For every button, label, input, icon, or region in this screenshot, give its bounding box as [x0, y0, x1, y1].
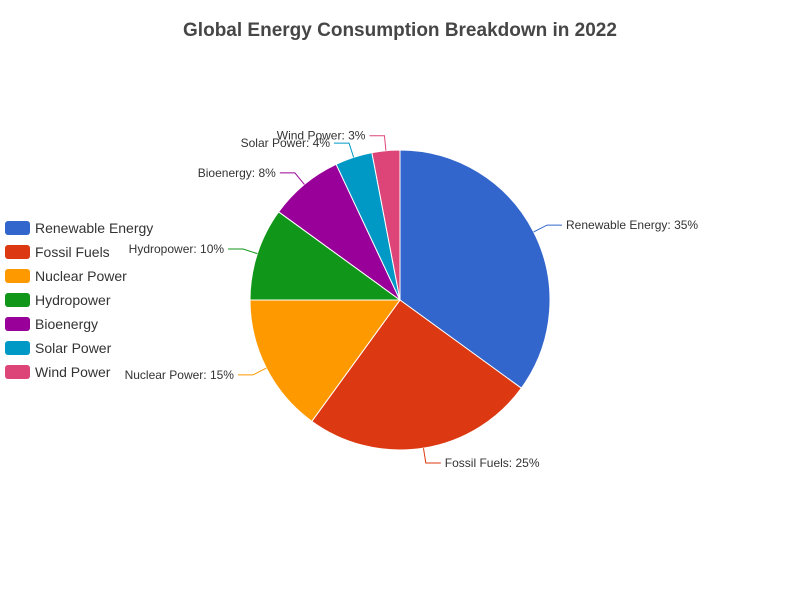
slice-labels: Renewable Energy: 35% Fossil Fuels: 25% Nu…: [125, 129, 699, 470]
legend-swatch: [5, 269, 30, 283]
pie-slices: [249, 149, 551, 451]
legend-label: Renewable Energy: [35, 220, 154, 236]
legend-item-renewable-energy[interactable]: Renewable Energy: [5, 216, 153, 240]
legend-item-fossil-fuels[interactable]: Fossil Fuels: [5, 240, 153, 264]
legend-label: Fossil Fuels: [35, 244, 110, 260]
legend-label: Hydropower: [35, 292, 111, 308]
slice-label-hydropower: Hydropower: 10%: [129, 242, 225, 256]
slice-renewable-energy[interactable]: [399, 149, 551, 389]
legend-swatch: [5, 221, 30, 235]
chart-title: Global Energy Consumption Breakdown in 2…: [183, 20, 617, 41]
leader-line-nuclear-power: [237, 367, 267, 376]
leader-line-fossil-fuels: [422, 448, 441, 464]
legend-item-solar-power[interactable]: Solar Power: [5, 336, 153, 360]
legend-label: Wind Power: [35, 364, 111, 380]
slice-label-wind-power: Wind Power: 3%: [277, 129, 366, 143]
legend-label: Nuclear Power: [35, 268, 127, 284]
legend-swatch: [5, 245, 30, 259]
legend-swatch: [5, 317, 30, 331]
legend: Renewable Energy Fossil Fuels Nuclear Powe…: [5, 216, 153, 384]
label-leader-lines: [228, 135, 563, 464]
leader-line-wind-power: [369, 135, 387, 151]
leader-line-solar-power: [334, 142, 355, 158]
legend-item-hydropower[interactable]: Hydropower: [5, 288, 153, 312]
slice-label-solar-power: Solar Power: 4%: [241, 136, 331, 150]
legend-swatch: [5, 293, 30, 307]
leader-line-hydropower: [228, 248, 258, 255]
legend-swatch: [5, 365, 30, 379]
slice-label-bioenergy: Bioenergy: 8%: [198, 166, 276, 180]
slice-label-nuclear-power: Nuclear Power: 15%: [125, 368, 235, 382]
legend-item-nuclear-power[interactable]: Nuclear Power: [5, 264, 153, 288]
slice-label-renewable-energy: Renewable Energy: 35%: [566, 218, 698, 232]
legend-label: Solar Power: [35, 340, 112, 356]
legend-label: Bioenergy: [35, 316, 99, 332]
leader-line-renewable-energy: [533, 224, 563, 233]
leader-line-bioenergy: [279, 172, 305, 185]
legend-item-wind-power[interactable]: Wind Power: [5, 360, 153, 384]
legend-item-bioenergy[interactable]: Bioenergy: [5, 312, 153, 336]
slice-label-fossil-fuels: Fossil Fuels: 25%: [445, 456, 540, 470]
legend-swatch: [5, 341, 30, 355]
slice-wind-power[interactable]: [371, 149, 401, 301]
